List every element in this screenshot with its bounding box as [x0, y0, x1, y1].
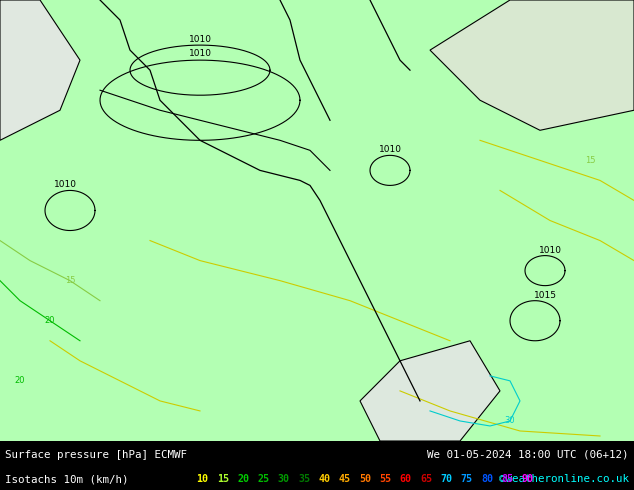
Text: 65: 65 — [420, 474, 432, 484]
Text: 15: 15 — [65, 276, 75, 285]
Polygon shape — [430, 0, 634, 130]
Text: Surface pressure [hPa] ECMWF: Surface pressure [hPa] ECMWF — [5, 450, 187, 460]
Text: 30: 30 — [278, 474, 290, 484]
Text: 70: 70 — [441, 474, 453, 484]
Text: 1010: 1010 — [53, 180, 77, 190]
Text: 40: 40 — [318, 474, 330, 484]
Text: 1015: 1015 — [533, 291, 557, 300]
Text: 85: 85 — [501, 474, 514, 484]
Text: 30: 30 — [505, 416, 515, 425]
Text: We 01-05-2024 18:00 UTC (06+12): We 01-05-2024 18:00 UTC (06+12) — [427, 450, 629, 460]
Text: 25: 25 — [257, 474, 269, 484]
Text: 50: 50 — [359, 474, 371, 484]
Text: 35: 35 — [298, 474, 310, 484]
Text: Isotachs 10m (km/h): Isotachs 10m (km/h) — [5, 474, 129, 484]
Polygon shape — [0, 0, 80, 140]
Text: 15: 15 — [585, 156, 595, 165]
Text: 20: 20 — [45, 316, 55, 325]
Text: 90: 90 — [522, 474, 534, 484]
Text: 15: 15 — [217, 474, 229, 484]
Text: 10: 10 — [197, 474, 209, 484]
Text: 1010: 1010 — [188, 49, 212, 58]
Text: 20: 20 — [15, 376, 25, 385]
Text: 80: 80 — [481, 474, 493, 484]
Text: 45: 45 — [339, 474, 351, 484]
Text: 1010: 1010 — [188, 35, 212, 44]
Text: 55: 55 — [380, 474, 391, 484]
Text: 1010: 1010 — [538, 245, 562, 255]
Text: 75: 75 — [461, 474, 473, 484]
Text: ©weatheronline.co.uk: ©weatheronline.co.uk — [499, 474, 629, 484]
Text: 20: 20 — [237, 474, 249, 484]
Text: 1010: 1010 — [378, 146, 401, 154]
Text: 60: 60 — [400, 474, 412, 484]
Polygon shape — [360, 341, 500, 441]
